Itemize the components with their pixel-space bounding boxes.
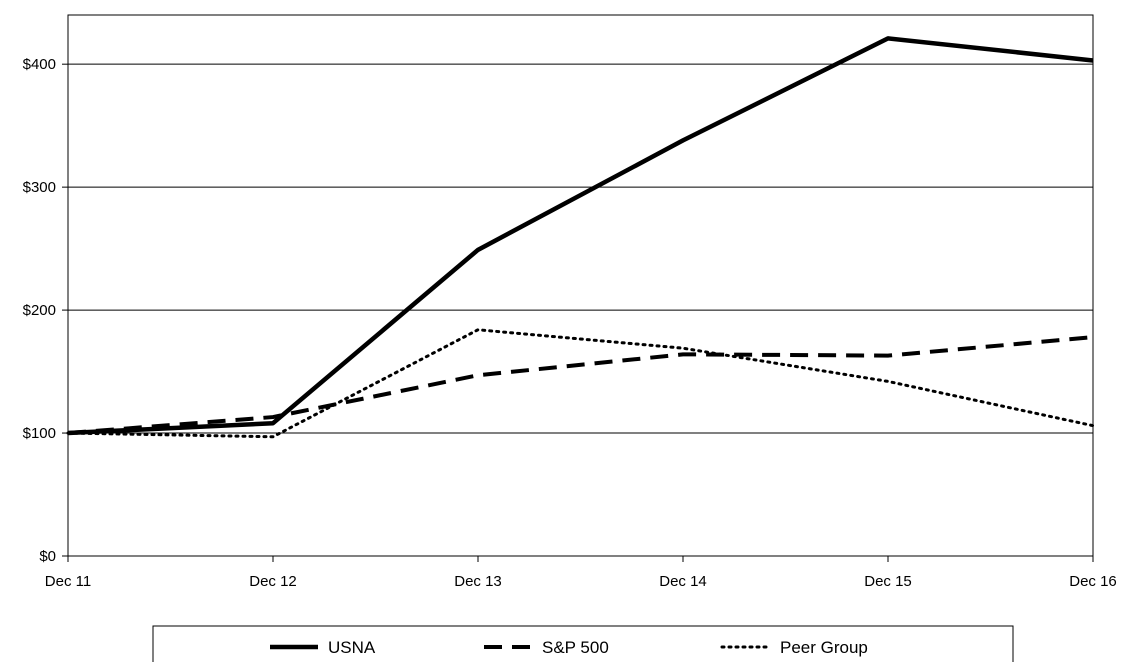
y-axis-ticks: $0 $100 $200 $300 $400 — [23, 56, 68, 565]
series-line-usna — [67, 36, 1094, 436]
x-tick-label: Dec 14 — [659, 573, 707, 590]
series-line-s-p-500 — [67, 335, 1094, 436]
y-tick-label: $200 — [23, 302, 56, 319]
x-tick-label: Dec 12 — [249, 573, 297, 590]
legend-label: S&P 500 — [542, 638, 609, 657]
legend: USNA S&P 500 Peer Group — [152, 625, 1014, 662]
legend-label: Peer Group — [780, 638, 868, 657]
series-lines — [66, 36, 1095, 439]
x-tick-label: Dec 15 — [864, 573, 912, 590]
x-tick-label: Dec 16 — [1069, 573, 1117, 590]
legend-box — [152, 625, 1014, 662]
y-tick-label: $100 — [23, 425, 56, 442]
plot-frame — [67, 14, 1094, 557]
y-tick-label: $400 — [23, 56, 56, 73]
x-tick-label: Dec 11 — [45, 573, 91, 590]
x-axis-ticks: Dec 11 Dec 12 Dec 13 Dec 14 Dec 15 Dec 16 — [45, 556, 1117, 590]
series-line-peer-group — [66, 328, 1095, 439]
y-tick-label: $0 — [39, 548, 56, 565]
legend-label: USNA — [328, 638, 376, 657]
gridlines — [68, 63, 1093, 434]
y-tick-label: $300 — [23, 179, 56, 196]
x-tick-label: Dec 13 — [454, 573, 502, 590]
